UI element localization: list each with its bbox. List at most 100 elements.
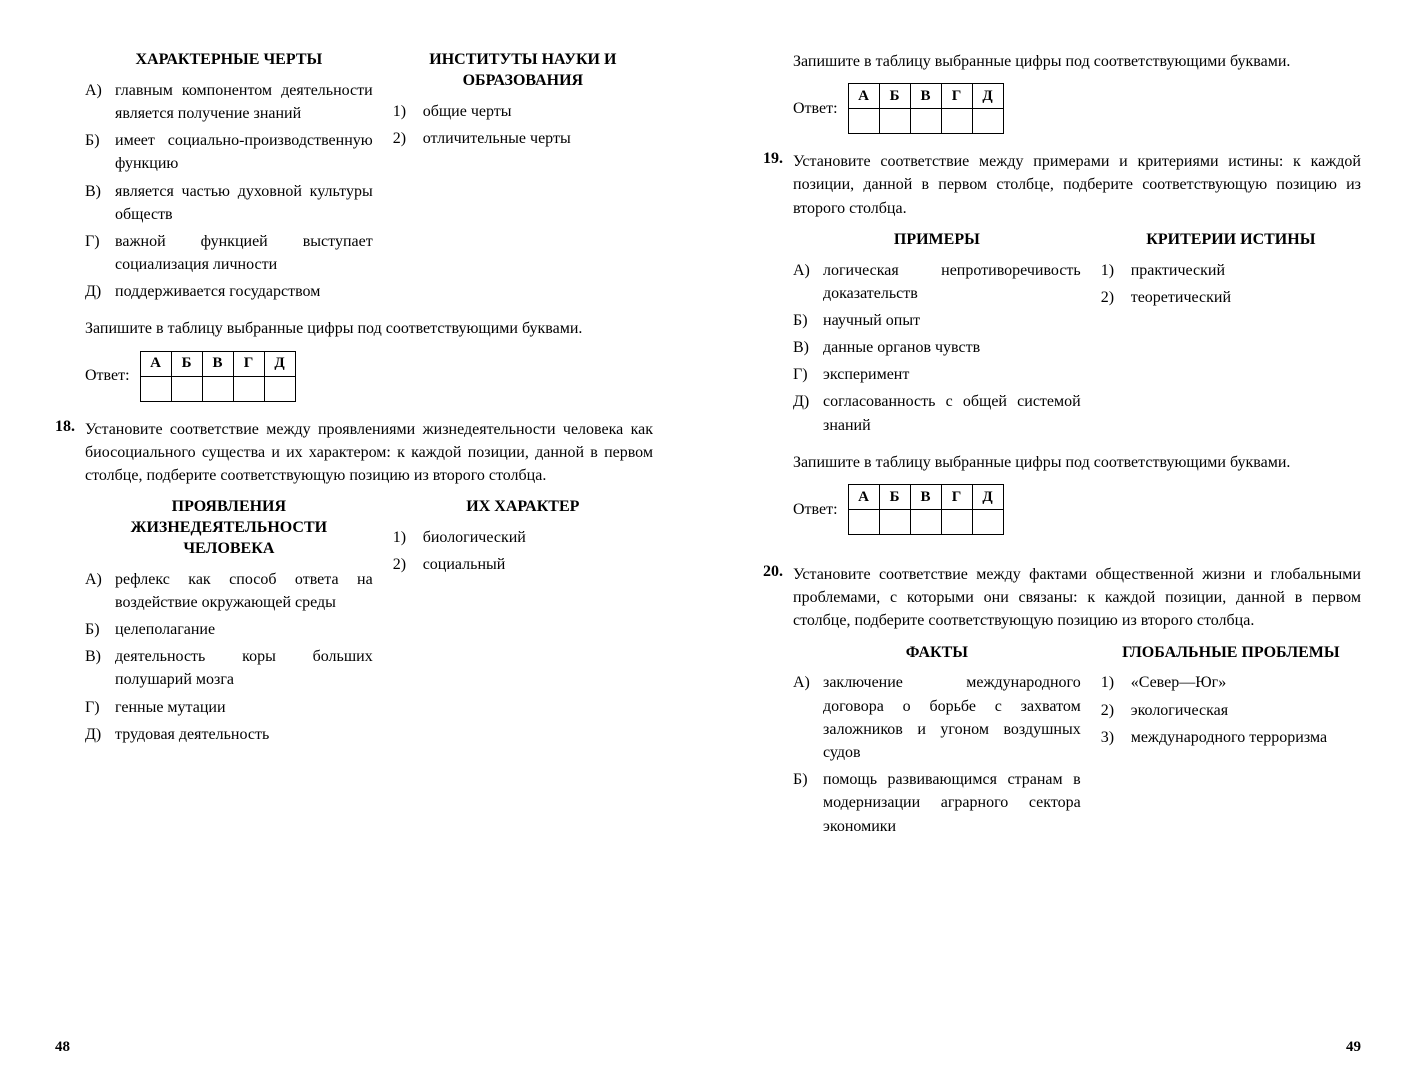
- item-marker: 2): [393, 127, 423, 150]
- item-marker: 3): [1101, 726, 1131, 749]
- list-item: В)деятельность коры больших полушарий мо…: [85, 645, 373, 691]
- list-item: А)логическая непротиворечивость доказате…: [793, 259, 1081, 305]
- question-18: 18. Установите соответствие между проявл…: [55, 418, 653, 750]
- list-item: Г)генные мутации: [85, 696, 373, 719]
- answer-label: Ответ:: [793, 100, 838, 118]
- table-header-cell: Б: [171, 351, 202, 376]
- item-marker: В): [793, 336, 823, 359]
- column-heading: ИНСТИТУТЫ НАУКИ И ОБРАЗОВАНИЯ: [393, 50, 653, 92]
- question-text: Установите соответствие между проявления…: [85, 418, 653, 488]
- item-text: отличительные черты: [423, 127, 653, 150]
- list-item: А)заключение международного договора о б…: [793, 671, 1081, 764]
- item-text: согласованность с общей системой знаний: [823, 390, 1081, 436]
- item-marker: Г): [85, 696, 115, 719]
- item-text: данные органов чувств: [823, 336, 1081, 359]
- item-marker: 1): [393, 100, 423, 123]
- list-item: 1)общие черты: [393, 100, 653, 123]
- list-item: 2)социальный: [393, 553, 653, 576]
- table-header-cell: Г: [941, 84, 972, 109]
- list-item: 2)теоретический: [1101, 286, 1361, 309]
- item-text: рефлекс как способ ответа на воздействие…: [115, 568, 373, 614]
- item-text: генные мутации: [115, 696, 373, 719]
- item-marker: Д): [85, 723, 115, 746]
- column-heading: ФАКТЫ: [793, 643, 1081, 664]
- item-marker: Б): [793, 768, 823, 838]
- list-item: Д)согласованность с общей системой знани…: [793, 390, 1081, 436]
- item-marker: Б): [793, 309, 823, 332]
- table-header-cell: Д: [972, 485, 1003, 510]
- left-page: ХАРАКТЕРНЫЕ ЧЕРТЫ А)главным компонентом …: [0, 0, 708, 1080]
- item-marker: 2): [393, 553, 423, 576]
- instruction-text: Запишите в таблицу выбранные цифры под с…: [85, 317, 653, 340]
- column-heading: ИХ ХАРАКТЕР: [393, 497, 653, 518]
- item-text: международного терроризма: [1131, 726, 1361, 749]
- item-marker: Г): [85, 230, 115, 276]
- item-text: целеполагание: [115, 618, 373, 641]
- list-item: Г)эксперимент: [793, 363, 1081, 386]
- list-item: 2)отличительные черты: [393, 127, 653, 150]
- item-text: трудовая деятельность: [115, 723, 373, 746]
- answer-table: АБВГД: [848, 83, 1004, 134]
- item-text: теоретический: [1131, 286, 1361, 309]
- column-heading: ПРИМЕРЫ: [793, 230, 1081, 251]
- q17-matching: ХАРАКТЕРНЫЕ ЧЕРТЫ А)главным компонентом …: [85, 50, 653, 307]
- table-header-cell: А: [848, 84, 879, 109]
- table-header-cell: Г: [941, 485, 972, 510]
- table-header-cell: А: [848, 485, 879, 510]
- item-marker: 1): [393, 526, 423, 549]
- question-text: Установите соответствие между фактами об…: [793, 563, 1361, 633]
- item-marker: Г): [793, 363, 823, 386]
- item-marker: Д): [793, 390, 823, 436]
- question-number: 18.: [55, 418, 85, 750]
- list-item: 3)международного терроризма: [1101, 726, 1361, 749]
- table-header-cell: Д: [264, 351, 295, 376]
- list-item: Б)научный опыт: [793, 309, 1081, 332]
- item-text: имеет социально-производственную функцию: [115, 129, 373, 175]
- item-marker: Д): [85, 280, 115, 303]
- item-marker: Б): [85, 618, 115, 641]
- list-item: В)является частью духовной культуры обще…: [85, 180, 373, 226]
- item-text: научный опыт: [823, 309, 1081, 332]
- item-text: экологическая: [1131, 699, 1361, 722]
- table-header-cell: А: [140, 351, 171, 376]
- list-item: А)рефлекс как способ ответа на воздейств…: [85, 568, 373, 614]
- item-text: важной функцией выступает социализация л…: [115, 230, 373, 276]
- item-text: социальный: [423, 553, 653, 576]
- table-header-cell: В: [910, 84, 941, 109]
- question-text: Установите соответствие между примерами …: [793, 150, 1361, 220]
- question-19: 19. Установите соответствие между пример…: [763, 150, 1361, 551]
- question-number: 20.: [763, 563, 793, 842]
- table-header-cell: Д: [972, 84, 1003, 109]
- item-text: заключение международного договора о бор…: [823, 671, 1081, 764]
- list-item: А)главным компонентом деятельности являе…: [85, 79, 373, 125]
- page-number: 49: [1346, 1039, 1361, 1056]
- item-text: помощь развивающимся странам в модерниза…: [823, 768, 1081, 838]
- item-text: общие черты: [423, 100, 653, 123]
- list-item: Б)помощь развивающимся странам в модерни…: [793, 768, 1081, 838]
- answer-block: Ответ: АБВГД: [85, 351, 653, 402]
- item-text: логическая непротиворечивость доказатель…: [823, 259, 1081, 305]
- column-heading: ПРОЯВЛЕНИЯ ЖИЗНЕДЕЯТЕЛЬНОСТИ ЧЕЛОВЕКА: [85, 497, 373, 559]
- item-marker: А): [793, 259, 823, 305]
- column-heading: ХАРАКТЕРНЫЕ ЧЕРТЫ: [85, 50, 373, 71]
- answer-block: Ответ: АБВГД: [793, 83, 1361, 134]
- list-item: 1)биологический: [393, 526, 653, 549]
- list-item: Б)целеполагание: [85, 618, 373, 641]
- question-number: 19.: [763, 150, 793, 551]
- table-header-cell: Б: [879, 84, 910, 109]
- item-text: практический: [1131, 259, 1361, 282]
- list-item: В)данные органов чувств: [793, 336, 1081, 359]
- item-text: главным компонентом деятельности являетс…: [115, 79, 373, 125]
- page-number: 48: [55, 1039, 70, 1056]
- answer-table: АБВГД: [848, 484, 1004, 535]
- list-item: Б)имеет социально-производственную функц…: [85, 129, 373, 175]
- item-text: эксперимент: [823, 363, 1081, 386]
- item-marker: В): [85, 645, 115, 691]
- list-item: Д)поддерживается государством: [85, 280, 373, 303]
- item-marker: А): [793, 671, 823, 764]
- item-marker: 2): [1101, 699, 1131, 722]
- instruction-text: Запишите в таблицу выбранные цифры под с…: [793, 451, 1361, 474]
- column-heading: КРИТЕРИИ ИСТИНЫ: [1101, 230, 1361, 251]
- item-marker: Б): [85, 129, 115, 175]
- item-text: поддерживается государством: [115, 280, 373, 303]
